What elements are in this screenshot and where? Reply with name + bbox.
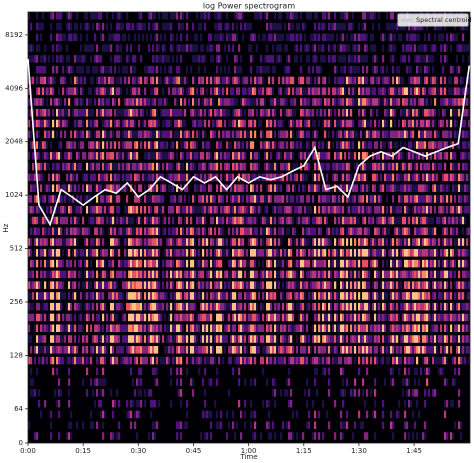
x-tick-label: 0:15 [75, 447, 91, 455]
y-tick-label: 2048 [5, 138, 23, 146]
x-tick-label: 0:00 [20, 447, 36, 455]
legend-box [397, 13, 469, 27]
y-tick-label: 0 [19, 439, 23, 447]
legend-label: Spectral centroid [416, 16, 472, 24]
x-tick-label: 1:00 [241, 447, 257, 455]
y-tick-label: 8192 [5, 31, 23, 39]
y-axis-label: Hz [2, 223, 10, 232]
y-tick-label: 1024 [5, 191, 23, 199]
x-tick-label: 0:30 [130, 447, 146, 455]
x-axis-label: Time [239, 453, 257, 461]
chart-title: log Power spectrogram [203, 2, 295, 11]
centroid-line [27, 58, 471, 227]
spectrogram [28, 12, 471, 440]
y-tick-label: 4096 [5, 84, 23, 92]
y-tick-label: 128 [10, 351, 23, 359]
x-tick-label: 0:45 [186, 447, 202, 455]
x-tick-label: 1:15 [296, 447, 312, 455]
x-tick-label: 1:30 [351, 447, 367, 455]
y-tick-label: 512 [10, 245, 23, 253]
y-tick-label: 64 [14, 405, 23, 413]
y-tick-label: 256 [10, 298, 24, 306]
x-tick-label: 1:45 [406, 447, 422, 455]
